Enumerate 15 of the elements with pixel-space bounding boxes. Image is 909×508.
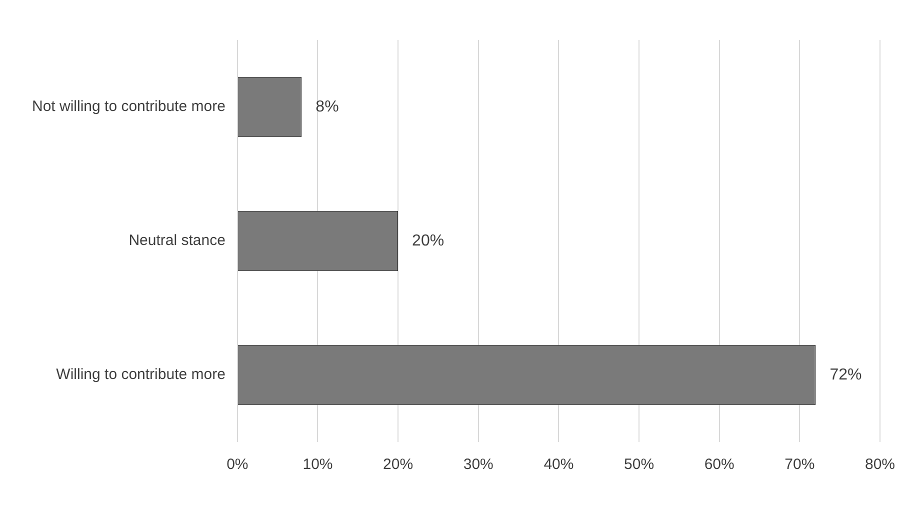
- data-label: 72%: [830, 366, 862, 384]
- y-tick-label: Neutral stance: [128, 232, 226, 250]
- x-tick-label: 40%: [544, 456, 574, 474]
- y-tick-label: Not willing to contribute more: [32, 98, 226, 116]
- x-tick-label: 30%: [463, 456, 494, 474]
- x-tick-label: 0%: [226, 456, 248, 474]
- x-tick-label: 50%: [624, 456, 654, 474]
- x-tick-label: 20%: [383, 456, 414, 474]
- x-tick-label: 10%: [302, 456, 333, 474]
- y-tick-label: Willing to contribute more: [56, 366, 226, 384]
- x-tick-label: 80%: [864, 456, 896, 474]
- data-label: 20%: [412, 232, 444, 250]
- x-tick-label: 60%: [704, 456, 734, 474]
- x-tick-label: 70%: [784, 456, 815, 474]
- data-label: 8%: [316, 98, 339, 116]
